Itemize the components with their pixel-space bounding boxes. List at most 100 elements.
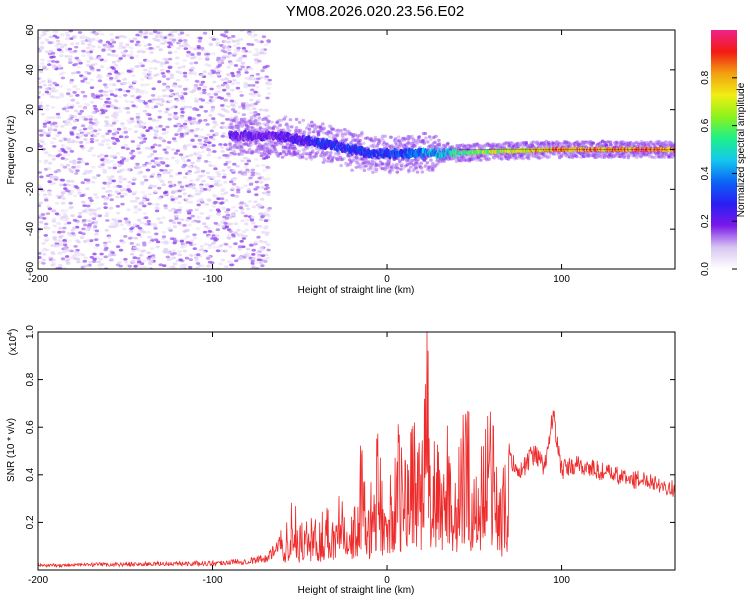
noise-mark (50, 51, 56, 55)
noise-mark (135, 116, 140, 119)
noise-mark (89, 255, 95, 259)
noise-mark (260, 69, 265, 73)
noise-mark (47, 256, 53, 260)
noise-mark (261, 163, 266, 167)
noise-mark (192, 247, 197, 251)
noise-mark (85, 50, 90, 54)
halo-mark (422, 141, 427, 145)
noise-mark (65, 153, 71, 157)
noise-mark (253, 90, 258, 94)
noise-mark (153, 133, 159, 137)
noise-mark (230, 88, 235, 92)
noise-mark (114, 54, 119, 58)
halo-mark (268, 147, 273, 151)
noise-mark (52, 238, 58, 241)
noise-mark (194, 134, 199, 138)
halo-mark (327, 135, 332, 139)
noise-mark (172, 225, 178, 229)
noise-mark (188, 258, 193, 261)
noise-mark (126, 119, 131, 122)
noise-mark (192, 145, 197, 149)
halo-mark (289, 125, 294, 129)
noise-mark (106, 74, 111, 77)
halo-mark (276, 127, 281, 131)
noise-mark (187, 105, 193, 109)
noise-mark (112, 163, 118, 167)
halo-mark (487, 157, 492, 161)
noise-mark (142, 259, 147, 263)
noise-mark (74, 109, 79, 113)
noise-mark (153, 238, 159, 242)
noise-mark (225, 146, 230, 150)
noise-mark (200, 169, 206, 173)
halo-mark (437, 138, 441, 142)
noise-mark (168, 181, 173, 185)
noise-mark (146, 220, 151, 223)
halo-mark (429, 158, 433, 162)
halo-mark (587, 154, 591, 158)
halo-mark (307, 127, 312, 131)
noise-mark (130, 87, 136, 90)
noise-mark (106, 139, 111, 142)
noise-mark (165, 164, 170, 168)
noise-mark (44, 87, 50, 91)
noise-mark (182, 192, 187, 196)
noise-mark (73, 115, 78, 118)
noise-mark (182, 44, 187, 48)
noise-mark (127, 236, 133, 240)
noise-mark (198, 119, 203, 123)
noise-mark (137, 122, 142, 126)
noise-mark (72, 91, 77, 94)
noise-mark (140, 78, 145, 81)
noise-mark (122, 177, 127, 181)
noise-mark (259, 180, 264, 184)
noise-mark (69, 114, 74, 118)
noise-mark (44, 38, 50, 42)
noise-mark (163, 206, 169, 210)
noise-mark (49, 55, 54, 59)
noise-mark (80, 40, 86, 43)
noise-mark (48, 83, 53, 87)
noise-mark (114, 88, 120, 91)
noise-mark (216, 213, 221, 216)
noise-mark (237, 245, 243, 249)
noise-mark (140, 191, 145, 194)
noise-mark (256, 40, 261, 44)
noise-mark (215, 249, 221, 253)
noise-mark (165, 77, 171, 81)
noise-mark (149, 51, 154, 54)
noise-mark (168, 107, 173, 110)
noise-mark (110, 222, 116, 226)
noise-mark (153, 105, 159, 109)
noise-mark (204, 50, 209, 54)
noise-mark (266, 243, 271, 247)
noise-mark (156, 31, 161, 34)
noise-mark (224, 242, 229, 246)
noise-mark (256, 77, 261, 81)
noise-mark (60, 144, 65, 147)
noise-mark (43, 234, 48, 237)
noise-mark (190, 53, 195, 56)
halo-mark (336, 151, 341, 155)
noise-mark (131, 259, 136, 262)
noise-mark (148, 66, 153, 70)
noise-mark (194, 99, 199, 103)
noise-mark (111, 132, 117, 136)
halo-mark (339, 164, 343, 168)
noise-mark (160, 35, 165, 38)
halo-mark (361, 141, 366, 145)
noise-mark (250, 88, 255, 92)
noise-mark (65, 34, 71, 37)
noise-mark (257, 224, 263, 228)
noise-mark (185, 200, 190, 204)
halo-mark (239, 117, 244, 121)
noise-mark (258, 261, 264, 264)
noise-mark (97, 74, 102, 77)
noise-mark (242, 54, 247, 58)
noise-mark (198, 185, 204, 188)
halo-mark (373, 137, 378, 141)
noise-mark (142, 243, 147, 247)
noise-mark (182, 224, 187, 227)
noise-mark (113, 185, 118, 189)
noise-mark (203, 118, 208, 122)
